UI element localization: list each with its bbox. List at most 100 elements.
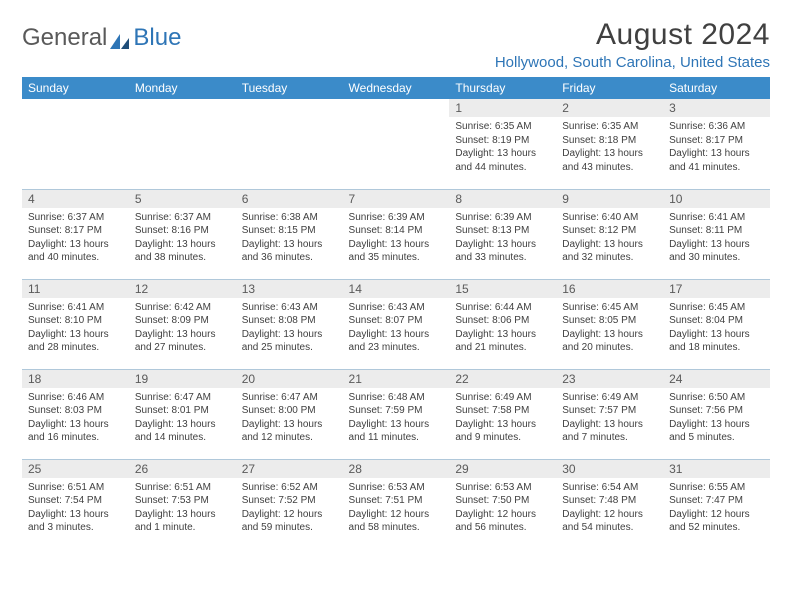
page-header: General Blue August 2024 Hollywood, Sout…: [22, 18, 770, 71]
day-cell: [22, 99, 129, 189]
day-number: 12: [129, 280, 236, 298]
location: Hollywood, South Carolina, United States: [495, 54, 770, 71]
day-details: Sunrise: 6:39 AMSunset: 8:13 PMDaylight:…: [449, 208, 556, 267]
day-details: Sunrise: 6:37 AMSunset: 8:16 PMDaylight:…: [129, 208, 236, 267]
day-cell: 23Sunrise: 6:49 AMSunset: 7:57 PMDayligh…: [556, 369, 663, 459]
day-number: [22, 99, 129, 117]
day-header: Thursday: [449, 77, 556, 99]
day-number: 27: [236, 460, 343, 478]
day-cell: 5Sunrise: 6:37 AMSunset: 8:16 PMDaylight…: [129, 189, 236, 279]
day-cell: 1Sunrise: 6:35 AMSunset: 8:19 PMDaylight…: [449, 99, 556, 189]
day-header: Wednesday: [343, 77, 450, 99]
day-number: 30: [556, 460, 663, 478]
day-details: Sunrise: 6:41 AMSunset: 8:11 PMDaylight:…: [663, 208, 770, 267]
week-row: 18Sunrise: 6:46 AMSunset: 8:03 PMDayligh…: [22, 369, 770, 459]
day-number: 16: [556, 280, 663, 298]
day-details: Sunrise: 6:55 AMSunset: 7:47 PMDaylight:…: [663, 478, 770, 537]
day-cell: [343, 99, 450, 189]
day-details: Sunrise: 6:36 AMSunset: 8:17 PMDaylight:…: [663, 117, 770, 176]
calendar-body: 1Sunrise: 6:35 AMSunset: 8:19 PMDaylight…: [22, 99, 770, 549]
day-header-row: SundayMondayTuesdayWednesdayThursdayFrid…: [22, 77, 770, 99]
day-cell: [129, 99, 236, 189]
day-number: 18: [22, 370, 129, 388]
day-details: Sunrise: 6:50 AMSunset: 7:56 PMDaylight:…: [663, 388, 770, 447]
day-number: 21: [343, 370, 450, 388]
day-cell: 13Sunrise: 6:43 AMSunset: 8:08 PMDayligh…: [236, 279, 343, 369]
calendar-table: SundayMondayTuesdayWednesdayThursdayFrid…: [22, 77, 770, 549]
day-details: Sunrise: 6:54 AMSunset: 7:48 PMDaylight:…: [556, 478, 663, 537]
day-details: Sunrise: 6:47 AMSunset: 8:01 PMDaylight:…: [129, 388, 236, 447]
day-details: Sunrise: 6:35 AMSunset: 8:19 PMDaylight:…: [449, 117, 556, 176]
day-header: Sunday: [22, 77, 129, 99]
day-details: Sunrise: 6:37 AMSunset: 8:17 PMDaylight:…: [22, 208, 129, 267]
day-number: 20: [236, 370, 343, 388]
day-cell: 22Sunrise: 6:49 AMSunset: 7:58 PMDayligh…: [449, 369, 556, 459]
day-number: 13: [236, 280, 343, 298]
day-number: [236, 99, 343, 117]
day-details: Sunrise: 6:45 AMSunset: 8:04 PMDaylight:…: [663, 298, 770, 357]
day-number: 29: [449, 460, 556, 478]
day-number: 19: [129, 370, 236, 388]
day-details: Sunrise: 6:44 AMSunset: 8:06 PMDaylight:…: [449, 298, 556, 357]
day-number: 22: [449, 370, 556, 388]
day-number: 11: [22, 280, 129, 298]
day-cell: 7Sunrise: 6:39 AMSunset: 8:14 PMDaylight…: [343, 189, 450, 279]
day-details: Sunrise: 6:43 AMSunset: 8:07 PMDaylight:…: [343, 298, 450, 357]
week-row: 11Sunrise: 6:41 AMSunset: 8:10 PMDayligh…: [22, 279, 770, 369]
day-number: 26: [129, 460, 236, 478]
day-details: Sunrise: 6:52 AMSunset: 7:52 PMDaylight:…: [236, 478, 343, 537]
day-number: 3: [663, 99, 770, 117]
day-header: Saturday: [663, 77, 770, 99]
day-number: 15: [449, 280, 556, 298]
week-row: 25Sunrise: 6:51 AMSunset: 7:54 PMDayligh…: [22, 459, 770, 549]
day-details: Sunrise: 6:49 AMSunset: 7:58 PMDaylight:…: [449, 388, 556, 447]
sail-icon: [109, 29, 131, 47]
day-cell: 26Sunrise: 6:51 AMSunset: 7:53 PMDayligh…: [129, 459, 236, 549]
day-details: Sunrise: 6:46 AMSunset: 8:03 PMDaylight:…: [22, 388, 129, 447]
day-details: Sunrise: 6:40 AMSunset: 8:12 PMDaylight:…: [556, 208, 663, 267]
day-number: 14: [343, 280, 450, 298]
day-cell: 31Sunrise: 6:55 AMSunset: 7:47 PMDayligh…: [663, 459, 770, 549]
day-details: Sunrise: 6:51 AMSunset: 7:53 PMDaylight:…: [129, 478, 236, 537]
day-cell: 15Sunrise: 6:44 AMSunset: 8:06 PMDayligh…: [449, 279, 556, 369]
day-header: Tuesday: [236, 77, 343, 99]
day-number: 5: [129, 190, 236, 208]
day-cell: 30Sunrise: 6:54 AMSunset: 7:48 PMDayligh…: [556, 459, 663, 549]
day-header: Friday: [556, 77, 663, 99]
day-number: 25: [22, 460, 129, 478]
day-details: Sunrise: 6:47 AMSunset: 8:00 PMDaylight:…: [236, 388, 343, 447]
brand-name-1: General: [22, 24, 107, 52]
day-details: Sunrise: 6:42 AMSunset: 8:09 PMDaylight:…: [129, 298, 236, 357]
day-cell: 18Sunrise: 6:46 AMSunset: 8:03 PMDayligh…: [22, 369, 129, 459]
day-number: 17: [663, 280, 770, 298]
day-number: 6: [236, 190, 343, 208]
day-details: Sunrise: 6:39 AMSunset: 8:14 PMDaylight:…: [343, 208, 450, 267]
day-number: [343, 99, 450, 117]
day-number: 2: [556, 99, 663, 117]
week-row: 4Sunrise: 6:37 AMSunset: 8:17 PMDaylight…: [22, 189, 770, 279]
day-details: Sunrise: 6:48 AMSunset: 7:59 PMDaylight:…: [343, 388, 450, 447]
day-cell: 2Sunrise: 6:35 AMSunset: 8:18 PMDaylight…: [556, 99, 663, 189]
day-cell: 16Sunrise: 6:45 AMSunset: 8:05 PMDayligh…: [556, 279, 663, 369]
day-cell: 24Sunrise: 6:50 AMSunset: 7:56 PMDayligh…: [663, 369, 770, 459]
day-cell: 6Sunrise: 6:38 AMSunset: 8:15 PMDaylight…: [236, 189, 343, 279]
week-row: 1Sunrise: 6:35 AMSunset: 8:19 PMDaylight…: [22, 99, 770, 189]
day-cell: 14Sunrise: 6:43 AMSunset: 8:07 PMDayligh…: [343, 279, 450, 369]
day-details: Sunrise: 6:35 AMSunset: 8:18 PMDaylight:…: [556, 117, 663, 176]
day-number: 9: [556, 190, 663, 208]
day-details: Sunrise: 6:53 AMSunset: 7:51 PMDaylight:…: [343, 478, 450, 537]
day-number: 24: [663, 370, 770, 388]
day-number: 31: [663, 460, 770, 478]
day-number: 28: [343, 460, 450, 478]
day-number: 4: [22, 190, 129, 208]
day-number: 1: [449, 99, 556, 117]
day-cell: 17Sunrise: 6:45 AMSunset: 8:04 PMDayligh…: [663, 279, 770, 369]
day-details: Sunrise: 6:45 AMSunset: 8:05 PMDaylight:…: [556, 298, 663, 357]
day-cell: 25Sunrise: 6:51 AMSunset: 7:54 PMDayligh…: [22, 459, 129, 549]
day-cell: 27Sunrise: 6:52 AMSunset: 7:52 PMDayligh…: [236, 459, 343, 549]
day-number: 23: [556, 370, 663, 388]
day-details: Sunrise: 6:43 AMSunset: 8:08 PMDaylight:…: [236, 298, 343, 357]
day-cell: 28Sunrise: 6:53 AMSunset: 7:51 PMDayligh…: [343, 459, 450, 549]
day-cell: 4Sunrise: 6:37 AMSunset: 8:17 PMDaylight…: [22, 189, 129, 279]
day-cell: 20Sunrise: 6:47 AMSunset: 8:00 PMDayligh…: [236, 369, 343, 459]
